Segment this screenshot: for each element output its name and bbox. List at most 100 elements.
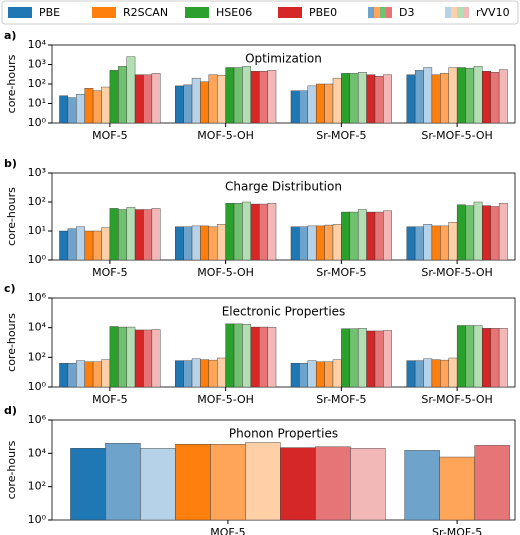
bar xyxy=(307,360,317,388)
y-axis-label: core-hours xyxy=(5,440,18,499)
y-axis-label: core-hours xyxy=(5,54,18,113)
y-tick-label: 10⁶ xyxy=(28,413,47,426)
bar xyxy=(473,66,483,124)
bar xyxy=(404,450,440,521)
bar xyxy=(225,67,235,124)
plot-area xyxy=(51,172,516,261)
bar xyxy=(473,325,483,388)
y-tick-label: 10² xyxy=(28,480,46,493)
legend-swatch xyxy=(451,7,457,18)
bar xyxy=(259,203,268,261)
panel-label: c) xyxy=(4,282,16,295)
bar xyxy=(105,443,141,521)
bar xyxy=(315,83,325,124)
bar xyxy=(84,361,94,388)
bar xyxy=(143,329,153,388)
bar xyxy=(175,226,184,261)
bar xyxy=(233,67,243,124)
bar xyxy=(357,328,367,388)
bar xyxy=(482,328,491,388)
bar xyxy=(431,225,441,261)
bar xyxy=(134,329,144,388)
bar xyxy=(118,326,127,388)
bar xyxy=(259,71,268,124)
y-tick-label: 10² xyxy=(28,195,46,208)
bar xyxy=(259,326,268,388)
bar xyxy=(126,56,136,124)
bar xyxy=(191,77,201,124)
bar xyxy=(233,203,243,261)
bar xyxy=(92,361,102,388)
bar xyxy=(143,209,153,261)
bar xyxy=(210,444,246,521)
y-tick-label: 10¹ xyxy=(28,224,46,237)
bar xyxy=(76,360,85,388)
bar xyxy=(118,209,127,261)
bar xyxy=(299,363,308,388)
bar xyxy=(76,93,85,124)
bar xyxy=(134,209,144,261)
legend-swatch xyxy=(185,7,209,18)
bar xyxy=(439,456,475,521)
y-tick-label: 10⁶ xyxy=(28,291,47,304)
bar xyxy=(76,226,85,261)
bar xyxy=(465,325,475,388)
bar xyxy=(341,211,350,261)
panel-label: d) xyxy=(4,404,17,417)
bar xyxy=(267,70,277,124)
x-tick-label: MOF-5-OH xyxy=(197,129,254,142)
bar xyxy=(490,328,500,388)
bar xyxy=(126,326,136,388)
bar xyxy=(324,83,334,124)
bar xyxy=(250,71,260,124)
bar xyxy=(374,76,384,124)
bar xyxy=(200,81,210,124)
bar xyxy=(456,204,466,261)
bar xyxy=(208,74,218,124)
bar xyxy=(67,363,77,388)
bar xyxy=(70,448,106,521)
bar xyxy=(175,360,184,388)
y-axis-label: core-hours xyxy=(5,313,18,372)
bar xyxy=(225,323,235,388)
bar xyxy=(440,359,449,388)
bar xyxy=(307,225,317,261)
bar xyxy=(357,72,367,124)
x-tick-label: Sr-MOF-5 xyxy=(316,129,366,142)
bar xyxy=(490,206,500,261)
panel-title: Phonon Properties xyxy=(229,427,338,441)
bar xyxy=(299,90,308,124)
bar xyxy=(349,328,359,388)
bar xyxy=(59,363,69,388)
bar xyxy=(217,75,226,124)
bar xyxy=(465,205,475,261)
bar xyxy=(431,359,441,388)
y-tick-label: 10³ xyxy=(28,166,46,179)
bar xyxy=(183,360,193,388)
x-tick-label: MOF-5 xyxy=(92,266,127,279)
bar xyxy=(92,230,102,261)
bar xyxy=(482,71,491,124)
bar xyxy=(414,360,424,388)
y-tick-label: 10² xyxy=(28,77,46,90)
bar xyxy=(374,211,384,261)
y-tick-label: 10² xyxy=(28,350,46,363)
bar xyxy=(332,77,342,124)
bar xyxy=(366,211,376,261)
y-tick-label: 10⁰ xyxy=(28,116,47,129)
bar xyxy=(118,66,127,124)
bar xyxy=(414,70,424,124)
bar xyxy=(191,225,201,261)
bar xyxy=(84,230,94,261)
x-tick-label: Sr-MOF-5-OH xyxy=(421,129,492,142)
y-tick-label: 10³ xyxy=(28,58,46,71)
bar xyxy=(250,203,260,261)
bar xyxy=(143,74,153,124)
bar xyxy=(440,225,449,261)
bar xyxy=(440,73,449,124)
bar xyxy=(109,70,119,124)
legend-swatch xyxy=(368,7,374,18)
bar xyxy=(67,228,77,261)
bar xyxy=(406,74,416,124)
bar xyxy=(200,359,210,388)
